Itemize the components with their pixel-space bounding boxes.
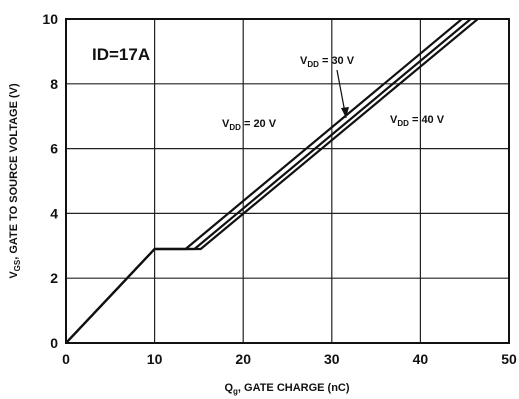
series-line-vdd-40 [66,19,480,343]
y-tick-label-8: 8 [50,76,58,92]
x-tick-labels: 0 10 20 30 40 50 [62,351,517,367]
y-tick-label-0: 0 [50,335,58,351]
series-group [66,19,480,343]
y-tick-label-4: 4 [50,205,58,221]
x-tick-label-30: 30 [324,351,340,367]
x-tick-label-10: 10 [147,351,163,367]
condition-label: ID=17A [92,45,150,64]
y-tick-label-10: 10 [42,11,58,27]
y-tick-label-2: 2 [50,270,58,286]
x-tick-label-0: 0 [62,351,70,367]
x-tick-label-40: 40 [413,351,429,367]
grid-lines [65,18,510,344]
plot-frame [65,18,510,344]
legend-vdd-20: VDD = 20 V [222,118,277,132]
y-axis-title: VGS, GATE TO SOURCE VOLTAGE (V) [8,83,22,279]
y-tick-label-6: 6 [50,141,58,157]
legend-vdd-40: VDD = 40 V [390,114,445,128]
y-tick-labels: 0 2 4 6 8 10 [42,11,58,351]
x-tick-label-20: 20 [235,351,251,367]
legend-vdd-30: VDD = 30 V [300,55,355,69]
x-tick-label-50: 50 [501,351,517,367]
x-axis-title: Qg, GATE CHARGE (nC) [224,382,349,396]
vdd-30-arrowhead [341,107,349,118]
